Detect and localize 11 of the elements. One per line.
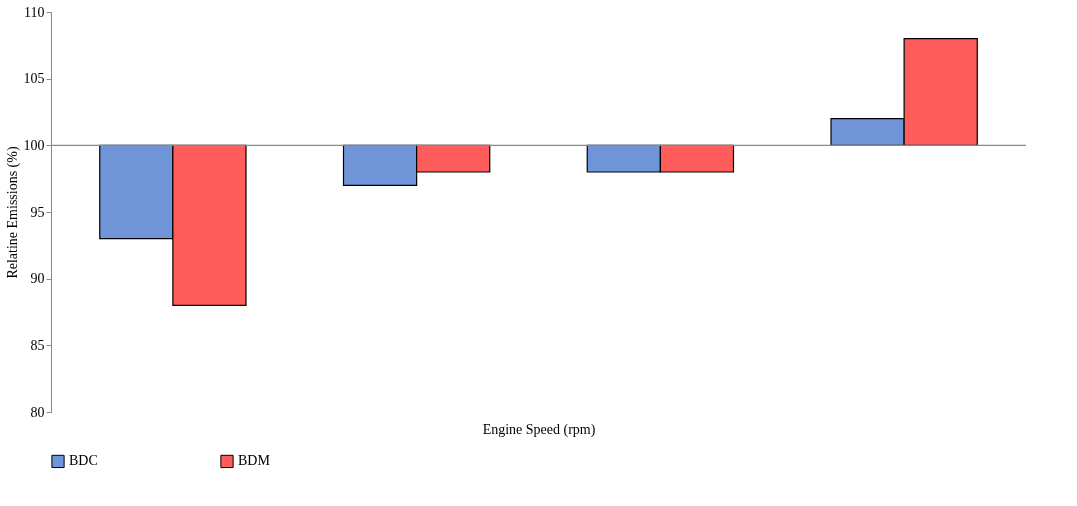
y-tick-label: 105 (23, 71, 45, 87)
y-tick-label: 80 (30, 404, 45, 420)
y-axis-title: Relatine Emissions (%) (4, 146, 21, 279)
legend-label: BDM (238, 453, 271, 469)
y-tick-label: 90 (30, 271, 45, 287)
y-tick-label: 100 (23, 137, 45, 153)
y-tick-label: 110 (24, 4, 45, 20)
y-tick-label: 85 (30, 337, 45, 353)
x-axis-title: Engine Speed (rpm) (482, 421, 596, 438)
y-tick-label: 95 (30, 204, 45, 220)
legend-label: BDC (69, 453, 98, 469)
